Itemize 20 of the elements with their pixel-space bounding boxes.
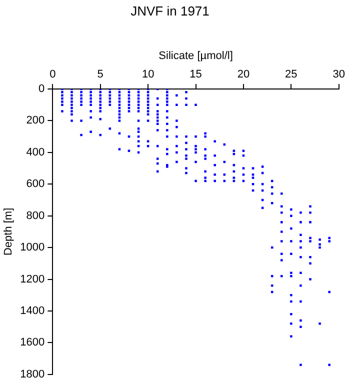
y-tick-label: 1000 [20,242,45,254]
x-tick-label: 25 [285,68,298,80]
y-tick-label: 1200 [20,273,45,286]
x-tick-label: 20 [237,68,250,80]
y-tick-label: 1600 [20,336,45,349]
y-tick-label: 800 [26,210,45,222]
x-tick-label: 5 [97,68,104,80]
x-tick-label: 0 [50,68,56,80]
y-tick-label: 400 [26,146,45,158]
chart-title: JNVF in 1971 [130,3,210,18]
x-tick-label: 10 [142,68,154,80]
y-tick-label: 1800 [20,368,45,380]
x-tick-label: 15 [190,68,202,80]
y-axis-title: Depth [m] [2,208,15,256]
x-tick-label: 30 [332,68,346,80]
y-tick-label: 600 [26,178,45,190]
y-tick-label: 0 [38,83,45,96]
y-tick-label: 1400 [20,305,45,318]
x-axis-title: Silicate [µmol/l] [158,50,233,62]
y-tick-label: 200 [26,114,45,127]
